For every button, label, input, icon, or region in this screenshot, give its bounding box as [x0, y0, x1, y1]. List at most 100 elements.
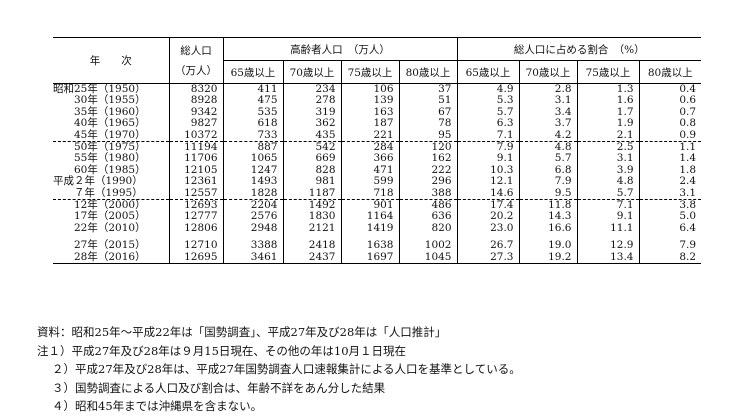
cell-r80: 0.6 [638, 94, 702, 107]
cell-r65: 12.1 [490, 175, 514, 188]
cell-e65: 535 [257, 105, 278, 118]
cell-r80: 0.8 [638, 117, 702, 130]
cell-r70: 19.2 [518, 251, 577, 265]
cell-total: 12105 [169, 164, 224, 177]
cell-e65: 618 [257, 117, 278, 130]
cell-r70: 6.8 [518, 164, 577, 177]
table-row: 22年（2010） 12806 2948 2121 1419 820 23.0 16.6 11.… [53, 221, 702, 235]
cell-e70: 669 [282, 153, 341, 165]
cell-r65: 14.6 [490, 186, 514, 199]
cell-e80: 1045 [398, 251, 458, 265]
cell-e75: 221 [340, 129, 399, 142]
cell-r80: 1.4 [638, 153, 702, 165]
cell-r65: 17.4 [457, 199, 519, 212]
subheader-ratio-70: 70歳以上 [518, 60, 577, 84]
cell-e75: 1164 [340, 211, 399, 223]
cell-year: 28年（2016） [53, 251, 170, 265]
cell-r65: 27.3 [457, 251, 519, 265]
cell-r80: 6.4 [638, 222, 702, 235]
cell-year: 40年（1965） [53, 117, 170, 130]
cell-e80: 120 [398, 141, 458, 154]
source-note: 資料：昭和25年～平成22年は「国勢調査」、平成27年及び28年は「人口推計」 [37, 323, 521, 342]
cell-e70: 542 [282, 141, 341, 154]
cell-e65: 1247 [250, 163, 278, 176]
cell-e70: 1187 [282, 187, 341, 200]
note-3: ３）国勢調査による人口及び割合は、年齢不詳をあん分した結果 [37, 379, 521, 398]
cell-e65: 2576 [250, 210, 278, 223]
cell-e70: 981 [282, 175, 341, 188]
cell-year: 27年（2015） [53, 239, 170, 252]
cell-e80: 95 [398, 129, 458, 142]
cell-e75: 106 [340, 83, 399, 96]
cell-r75: 3.9 [576, 164, 639, 177]
table-row: 35年（1960） 9342 535 319 163 67 5.7 3.4 1.7 0.7 [53, 105, 702, 119]
cell-r70: 3.4 [518, 106, 577, 119]
cell-r80: 0.4 [638, 83, 702, 96]
cell-e75: 366 [340, 153, 399, 165]
cell-e75: 1419 [340, 222, 399, 235]
cell-e75: 1638 [340, 239, 399, 252]
cell-r75: 13.4 [576, 251, 639, 265]
subheader-elderly-70: 70歳以上 [282, 60, 341, 84]
cell-r70: 14.3 [518, 211, 577, 223]
cell-e75: 187 [340, 117, 399, 130]
note-2-text: 平成27年及び28年は、平成27年国勢調査人口速報集計による人口を基準としている… [75, 362, 521, 377]
cell-r75: 12.9 [576, 239, 639, 252]
cell-total: 11706 [169, 153, 224, 165]
cell-year: 平成２年（1990） [53, 175, 170, 188]
note-1: 注１）平成27年及び28年は９月15日現在、その他の年は10月１日現在 [37, 342, 521, 361]
cell-e75: 599 [340, 175, 399, 188]
table-body: 昭和25年（1950） 8320 411 234 106 37 4.9 2.8 1.3 0.4 3… [53, 83, 702, 265]
cell-r80: 0.7 [638, 106, 702, 119]
cell-e80: 296 [398, 175, 458, 188]
cell-e70: 1492 [282, 199, 341, 212]
cell-r75: 1.6 [576, 94, 639, 107]
cell-e75: 1697 [340, 251, 399, 265]
note-3-number: ３） [52, 380, 75, 395]
cell-r65: 9.1 [496, 152, 514, 165]
cell-e65: 411 [257, 83, 278, 95]
table-row: 12年（2000） 12693 2204 1492 901 486 17.4 11.8 7.1 3… [53, 199, 702, 212]
cell-e70: 234 [282, 83, 341, 96]
table-row: 55年（1980） 11706 1065 669 366 162 9.1 5.7 3.1 1.4 [53, 152, 702, 165]
cell-r70: 4.2 [518, 129, 577, 142]
note-4-number: ４） [52, 399, 75, 414]
cell-r75: 4.8 [576, 175, 639, 188]
table-row: 17年（2005） 12777 2576 1830 1164 636 20.2 14.3 9.1… [53, 210, 702, 223]
cell-e65: 3461 [223, 251, 283, 265]
cell-r65: 5.7 [496, 105, 514, 118]
cell-r65: 10.3 [490, 163, 514, 176]
notes: 資料：昭和25年～平成22年は「国勢調査」、平成27年及び28年は「人口推計」 … [37, 323, 521, 416]
cell-r75: 5.7 [576, 187, 639, 200]
table-row: ７年（1995） 12557 1828 1187 718 388 14.6 9.5 5.7 3.1 [53, 186, 702, 200]
cell-e75: 139 [340, 94, 399, 107]
cell-r75: 7.1 [576, 199, 639, 212]
table-row: 40年（1965） 9827 618 362 187 78 6.3 3.7 1.9 0.8 [53, 117, 702, 130]
table-row: 30年（1955） 8928 475 278 139 51 5.3 3.1 1.6 0.6 [53, 94, 702, 107]
cell-e75: 163 [340, 106, 399, 119]
note-2-number: ２） [52, 362, 75, 377]
table-row: 昭和25年（1950） 8320 411 234 106 37 4.9 2.8 1.3 0.4 [53, 83, 702, 96]
cell-e70: 2437 [282, 251, 341, 265]
cell-e65: 2948 [250, 221, 278, 234]
cell-r75: 1.3 [576, 83, 639, 96]
header-elderly-population: 高齢者人口 （万人） [223, 37, 458, 61]
cell-e70: 278 [282, 94, 341, 107]
cell-total: 9827 [169, 117, 224, 130]
cell-year: 35年（1960） [53, 106, 170, 119]
cell-r70: 3.1 [518, 94, 577, 107]
subheader-elderly-65: 65歳以上 [223, 60, 283, 84]
table-row: 28年（2016） 12695 3461 2437 1697 1045 27.3 19.2 13… [53, 251, 702, 265]
cell-e80: 388 [398, 187, 458, 200]
cell-e65: 3388 [250, 239, 278, 252]
cell-e65: 1828 [250, 186, 278, 199]
cell-r80: 7.9 [638, 239, 702, 252]
cell-r65: 20.2 [490, 210, 514, 223]
subheader-elderly-75: 75歳以上 [340, 60, 399, 84]
cell-r65: 26.7 [490, 239, 514, 252]
cell-total: 12806 [169, 222, 224, 235]
cell-e65: 2204 [223, 199, 283, 212]
cell-e75: 284 [340, 141, 399, 154]
subheader-ratio-75: 75歳以上 [576, 60, 639, 84]
cell-e70: 319 [282, 106, 341, 119]
